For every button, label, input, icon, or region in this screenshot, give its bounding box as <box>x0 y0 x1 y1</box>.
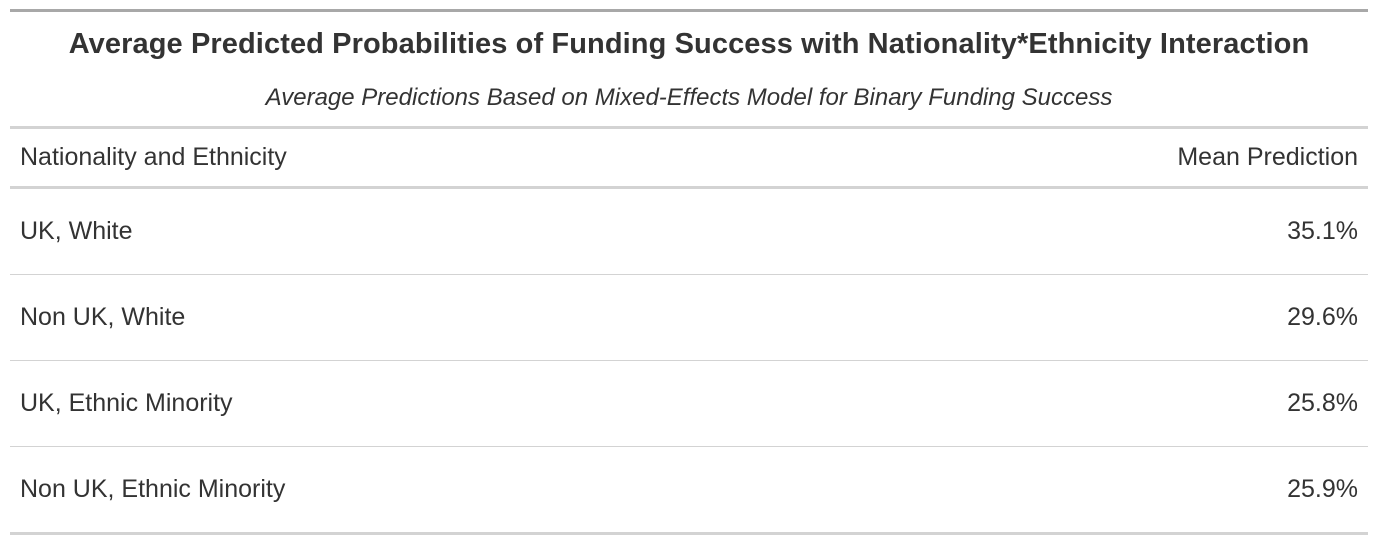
row-group-label: Non UK, Ethnic Minority <box>20 475 286 503</box>
table-bottom-rule <box>10 532 1368 535</box>
row-mean-value: 29.6% <box>1287 303 1358 331</box>
heading-divider <box>10 126 1368 129</box>
row-mean-value: 35.1% <box>1287 217 1358 245</box>
row-divider <box>10 274 1368 275</box>
table-subtitle: Average Predictions Based on Mixed-Effec… <box>265 84 1113 111</box>
row-group-label: Non UK, White <box>20 303 186 331</box>
table-row: Non UK, White 29.6% <box>10 275 1368 360</box>
row-divider <box>10 446 1368 447</box>
column-header-group: Nationality and Ethnicity <box>20 143 287 171</box>
column-header-row: Nationality and Ethnicity Mean Predictio… <box>10 129 1368 186</box>
table-row: Non UK, Ethnic Minority 25.9% <box>10 447 1368 532</box>
row-group-label: UK, Ethnic Minority <box>20 389 233 417</box>
table-top-rule <box>10 9 1368 12</box>
column-header-mean: Mean Prediction <box>1177 143 1358 171</box>
table-row: UK, Ethnic Minority 25.8% <box>10 361 1368 446</box>
row-mean-value: 25.9% <box>1287 475 1358 503</box>
table-heading: Average Predicted Probabilities of Fundi… <box>10 12 1368 126</box>
row-group-label: UK, White <box>20 217 133 245</box>
table-row: UK, White 35.1% <box>10 189 1368 274</box>
row-mean-value: 25.8% <box>1287 389 1358 417</box>
table-title: Average Predicted Probabilities of Fundi… <box>68 28 1310 60</box>
row-divider <box>10 360 1368 361</box>
prediction-table: Average Predicted Probabilities of Fundi… <box>10 9 1368 535</box>
column-header-divider <box>10 186 1368 189</box>
